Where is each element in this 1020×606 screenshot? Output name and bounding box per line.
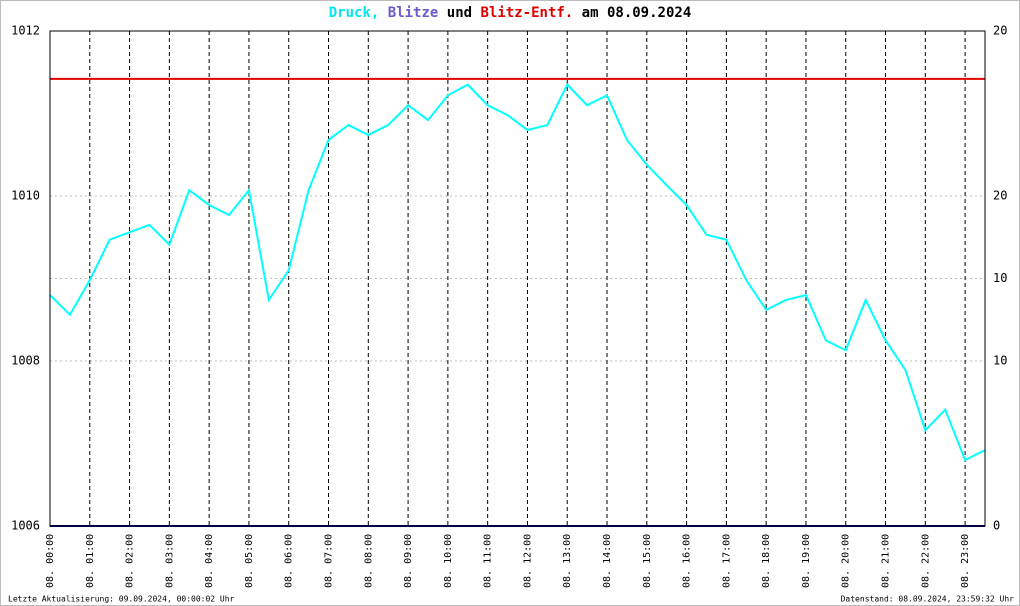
title-part: am 08.09.2024 [582, 5, 692, 21]
x-tick-label: 08. 19:00 [801, 534, 812, 588]
x-tick-label: 08. 17:00 [721, 534, 732, 588]
x-tick-label: 08. 14:00 [602, 534, 613, 588]
y-tick-label: 1012 [11, 24, 40, 38]
y3-tick-label: 10 [993, 354, 1007, 368]
x-tick-label: 08. 07:00 [324, 534, 335, 588]
x-tick-label: 08. 13:00 [562, 534, 573, 588]
x-tick-label: 08. 23:00 [960, 534, 971, 588]
x-tick-label: 08. 16:00 [682, 534, 693, 588]
x-tick-label: 08. 08:00 [363, 534, 374, 588]
y-tick-label: 1010 [11, 189, 40, 203]
chart-title: Druck, Blitze und Blitz-Entf. am 08.09.2… [329, 5, 692, 21]
x-tick-label: 08. 05:00 [244, 534, 255, 588]
title-part: und [447, 5, 472, 21]
y-tick-label: 1006 [11, 519, 40, 533]
footer-right: Datenstand: 08.09.2024, 23:59:32 Uhr [841, 595, 1015, 604]
x-tick-label: 08. 10:00 [443, 534, 454, 588]
x-tick-label: 08. 20:00 [841, 534, 852, 588]
x-tick-label: 08. 06:00 [284, 534, 295, 588]
title-part: Druck, [329, 5, 380, 21]
y3-tick-label: 20 [993, 189, 1007, 203]
footer-left: Letzte Aktualisierung: 09.09.2024, 00:00… [8, 595, 235, 604]
x-tick-label: 08. 00:00 [45, 534, 56, 588]
x-tick-label: 08. 04:00 [204, 534, 215, 588]
x-tick-label: 08. 21:00 [881, 534, 892, 588]
x-tick-label: 08. 03:00 [164, 534, 175, 588]
y2-tick-label: 20 [993, 24, 1007, 38]
x-tick-label: 08. 02:00 [125, 534, 136, 588]
y-tick-label: 1008 [11, 354, 40, 368]
plot-frame [49, 30, 986, 527]
series-line [49, 82, 986, 462]
x-tick-label: 08. 09:00 [403, 534, 414, 588]
title-part: Blitze [388, 5, 439, 21]
x-tick-label: 08. 11:00 [483, 534, 494, 588]
x-tick-label: 08. 22:00 [920, 534, 931, 588]
x-tick-label: 08. 18:00 [761, 534, 772, 588]
x-tick-label: 08. 15:00 [642, 534, 653, 588]
x-tick-label: 08. 12:00 [522, 534, 533, 588]
x-tick-label: 08. 01:00 [85, 534, 96, 588]
y2-tick-label: 10 [993, 271, 1007, 285]
title-part: Blitz-Entf. [481, 5, 574, 21]
y2-tick-label: 0 [993, 519, 1000, 533]
